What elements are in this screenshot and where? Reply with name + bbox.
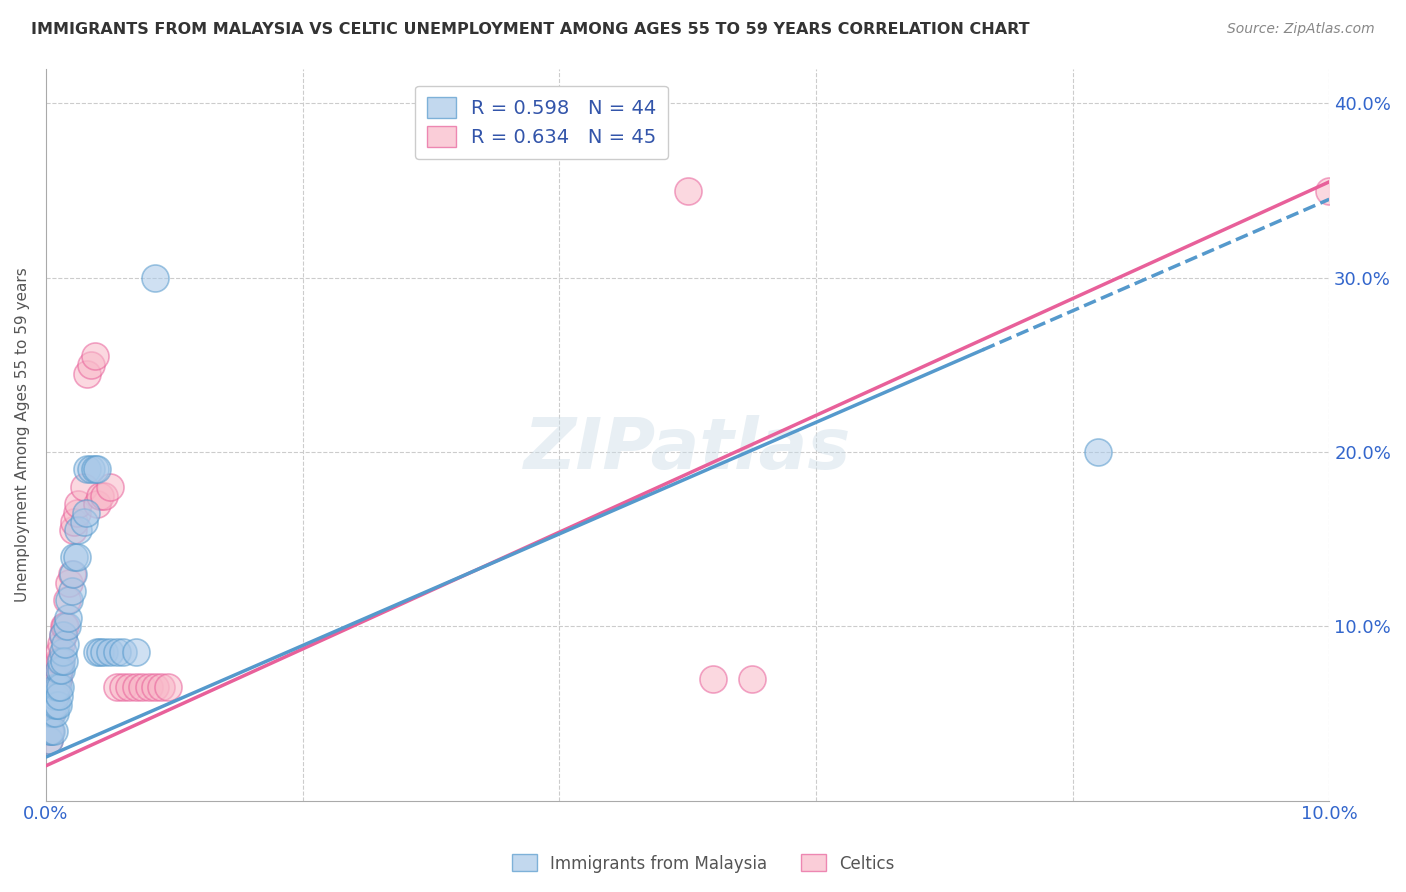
Point: [44, 706, 66, 721]
Point: [48, 663, 70, 677]
Point: [93, 489, 115, 503]
Point: [86, 645, 108, 659]
Point: [73, 480, 96, 494]
Point: [105, 645, 128, 659]
Point: [45, 698, 67, 712]
Point: [46, 654, 69, 668]
Point: [73, 515, 96, 529]
Point: [98, 480, 121, 494]
Point: [111, 681, 134, 695]
Point: [48, 645, 70, 659]
Point: [60, 567, 83, 582]
Point: [38, 732, 60, 747]
Point: [48, 663, 70, 677]
Point: [60, 584, 83, 599]
Point: [39, 723, 62, 738]
Point: [76, 367, 98, 381]
Point: [52, 628, 75, 642]
Text: IMMIGRANTS FROM MALAYSIA VS CELTIC UNEMPLOYMENT AMONG AGES 55 TO 59 YEARS CORREL: IMMIGRANTS FROM MALAYSIA VS CELTIC UNEMP…: [31, 22, 1029, 37]
Point: [44, 689, 66, 703]
Point: [45, 681, 67, 695]
Point: [66, 549, 89, 564]
Text: ZIPatlas: ZIPatlas: [524, 415, 851, 483]
Point: [58, 593, 80, 607]
Point: [58, 575, 80, 590]
Point: [52, 645, 75, 659]
Point: [741, 672, 763, 686]
Point: [62, 524, 84, 538]
Point: [131, 681, 153, 695]
Point: [51, 654, 73, 668]
Point: [83, 349, 105, 363]
Point: [67, 524, 90, 538]
Point: [98, 645, 121, 659]
Point: [38, 732, 60, 747]
Point: [1317, 184, 1340, 198]
Point: [42, 689, 65, 703]
Point: [93, 645, 115, 659]
Point: [38, 723, 60, 738]
Point: [63, 515, 86, 529]
Point: [105, 681, 128, 695]
Point: [1087, 445, 1109, 459]
Point: [150, 681, 173, 695]
Point: [125, 681, 148, 695]
Point: [66, 506, 89, 520]
Point: [53, 619, 76, 633]
Point: [52, 619, 75, 633]
Point: [41, 698, 63, 712]
Point: [55, 619, 77, 633]
Point: [42, 698, 65, 712]
Point: [76, 462, 98, 476]
Text: Source: ZipAtlas.com: Source: ZipAtlas.com: [1227, 22, 1375, 37]
Point: [83, 462, 105, 476]
Point: [44, 672, 66, 686]
Point: [67, 497, 90, 511]
Legend: Immigrants from Malaysia, Celtics: Immigrants from Malaysia, Celtics: [505, 847, 901, 880]
Point: [51, 637, 73, 651]
Point: [143, 270, 166, 285]
Point: [676, 184, 699, 198]
Point: [41, 706, 63, 721]
Point: [51, 663, 73, 677]
Point: [39, 706, 62, 721]
Point: [80, 462, 103, 476]
Point: [56, 610, 79, 624]
Point: [125, 645, 148, 659]
Point: [52, 628, 75, 642]
Point: [156, 681, 179, 695]
Point: [45, 681, 67, 695]
Point: [52, 654, 75, 668]
Point: [48, 689, 70, 703]
Point: [80, 358, 103, 372]
Point: [75, 506, 97, 520]
Point: [55, 593, 77, 607]
Point: [143, 681, 166, 695]
Point: [46, 698, 69, 712]
Point: [38, 723, 60, 738]
Point: [63, 549, 86, 564]
Point: [53, 637, 76, 651]
Point: [86, 497, 108, 511]
Point: [46, 681, 69, 695]
Point: [86, 462, 108, 476]
Point: [111, 645, 134, 659]
Point: [49, 654, 72, 668]
Point: [42, 723, 65, 738]
Point: [118, 681, 141, 695]
Point: [138, 681, 160, 695]
Point: [89, 489, 111, 503]
Point: [46, 672, 69, 686]
Point: [44, 689, 66, 703]
Point: [89, 645, 111, 659]
Point: [62, 567, 84, 582]
Legend: R = 0.598   N = 44, R = 0.634   N = 45: R = 0.598 N = 44, R = 0.634 N = 45: [415, 86, 668, 159]
Point: [49, 681, 72, 695]
Y-axis label: Unemployment Among Ages 55 to 59 years: Unemployment Among Ages 55 to 59 years: [15, 268, 30, 602]
Point: [702, 672, 724, 686]
